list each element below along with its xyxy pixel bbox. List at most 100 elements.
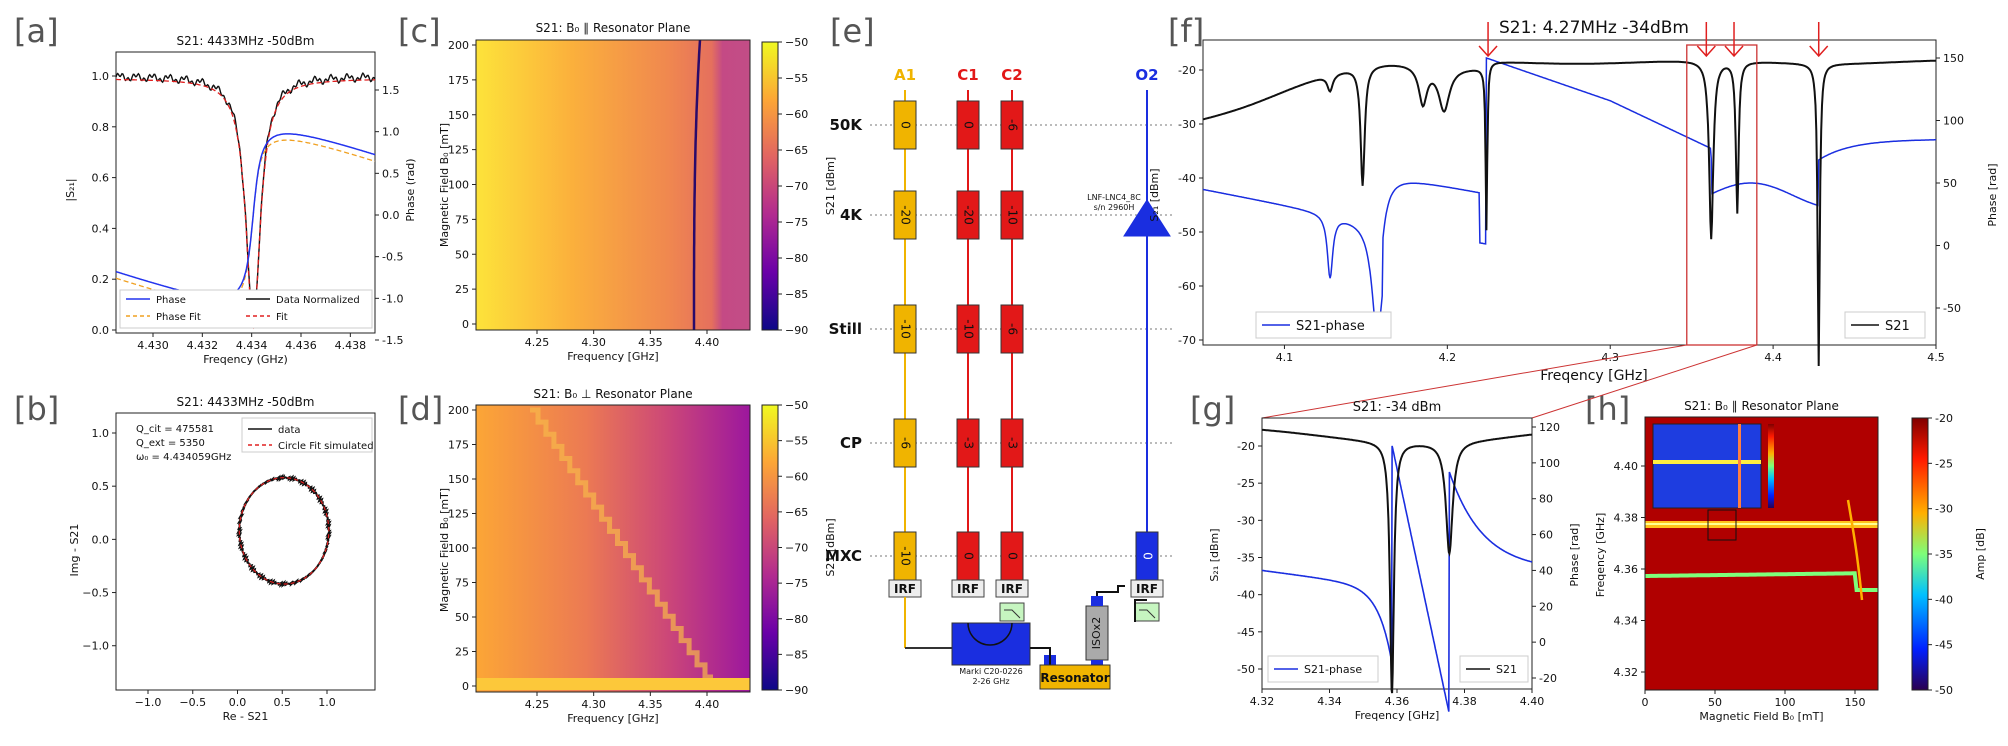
y-tick-label: -20 — [1178, 64, 1196, 77]
y-tick-label: −1.0 — [82, 640, 109, 653]
x-tick-label: 1.0 — [318, 696, 336, 709]
plot-frame — [1261, 417, 1533, 690]
inset-feature — [1738, 424, 1741, 508]
circle-fit — [238, 477, 330, 585]
y-tick-label: 1.0 — [92, 427, 110, 440]
x-tick-label: 4.32 — [1250, 695, 1275, 708]
colorbar-tick-label: −90 — [785, 324, 808, 337]
resonance-line — [692, 39, 702, 330]
x-tick-label: 4.5 — [1927, 351, 1945, 364]
x-axis-label: Freqency [GHz] — [1355, 709, 1440, 722]
x-axis-label: Freqency [GHz] — [1540, 368, 1648, 384]
attenuator — [1000, 100, 1024, 150]
hybrid-coupler — [951, 622, 1031, 666]
attenuator-value: -10 — [899, 319, 913, 339]
attenuator-value: -6 — [899, 437, 913, 449]
x-tick-label: 0.0 — [229, 696, 247, 709]
colorbar — [761, 41, 779, 331]
legend-box — [241, 417, 373, 453]
plot-title: S21: 4.27MHz -34dBm — [1499, 18, 1689, 38]
y-tick-label: 100 — [448, 179, 469, 192]
colorbar-tick-label: −65 — [785, 506, 808, 519]
stage-label: 4K — [840, 206, 863, 224]
heatmap-image — [476, 40, 750, 330]
colorbar-tick-label: −50 — [785, 399, 808, 412]
y-tick-label: 0.8 — [92, 121, 110, 134]
colorbar-tick-label: -50 — [1935, 684, 1953, 697]
legend-text: S21 — [1885, 319, 1910, 334]
colorbar-tick-label: -30 — [1935, 503, 1953, 516]
colorbar — [761, 404, 779, 691]
attenuator-value: -20 — [962, 205, 976, 225]
attenuator-value: 0 — [1141, 552, 1155, 560]
y-tick-label: 0.6 — [92, 172, 110, 185]
x-tick-label: 50 — [1708, 696, 1722, 709]
legend-text: Circle Fit simulated — [278, 441, 374, 452]
y-tick-label: 0.0 — [92, 533, 110, 546]
stage-label: 50K — [830, 116, 864, 134]
colorbar-tick-label: −85 — [785, 648, 808, 661]
x-tick-label: 4.30 — [581, 336, 606, 349]
y2-axis-label: Phase (rad) — [404, 158, 417, 221]
fit-line — [116, 78, 375, 330]
data-normalized-line — [115, 72, 376, 327]
lpf-filter — [999, 602, 1025, 622]
colorbar-tick-label: −80 — [785, 252, 808, 265]
heatmap-image — [476, 405, 750, 692]
legend-text: S21-phase — [1296, 319, 1365, 334]
connector — [1091, 596, 1103, 606]
panel-label: [c] — [398, 12, 441, 50]
legend-text: S21 — [1496, 663, 1517, 676]
colorbar — [1911, 417, 1929, 691]
y-tick-label: 20 — [1539, 600, 1553, 613]
y-tick-label: 0.0 — [382, 209, 400, 222]
x-axis-label: Magnetic Field B₀ [mT] — [1699, 710, 1823, 723]
attenuator-value: 0 — [1006, 552, 1020, 560]
plot-title: S21: -34 dBm — [1353, 400, 1442, 415]
legend-text: Data Normalized — [276, 295, 360, 306]
attenuator-value: 0 — [962, 121, 976, 129]
x-tick-label: 4.4 — [1764, 351, 1782, 364]
x-tick-label: 4.25 — [525, 336, 550, 349]
plot-title: S21: 4433MHz -50dBm — [177, 395, 315, 409]
y-tick-label: 0 — [1943, 240, 1950, 253]
attenuator-value: -6 — [1006, 323, 1020, 335]
x-tick-label: 4.25 — [525, 698, 550, 711]
inset-colorbar — [1768, 424, 1774, 508]
x-tick-label: 0 — [1642, 696, 1649, 709]
panel-label: [f] — [1168, 12, 1204, 50]
line-label: O2 — [1135, 66, 1158, 84]
colorbar-label: S21 [dBm] — [824, 157, 837, 215]
y-tick-label: 40 — [1539, 564, 1553, 577]
y-tick-label: -30 — [1178, 118, 1196, 131]
plot-title: S21: B₀ ∥ Resonator Plane — [536, 21, 691, 35]
y-tick-label: 150 — [448, 109, 469, 122]
attenuator-value: -20 — [899, 205, 913, 225]
y-axis-label: |S₂₁| — [64, 178, 77, 201]
irf-filter — [951, 579, 985, 598]
colorbar-tick-label: −70 — [785, 542, 808, 555]
plot-frame — [1202, 39, 1937, 346]
lpf-icon — [1139, 609, 1156, 619]
line-label: C1 — [957, 66, 978, 84]
y-axis-label: Img - S21 — [68, 524, 81, 577]
attenuator — [956, 190, 980, 240]
inset-heatmap — [1652, 423, 1762, 509]
x-tick-label: 4.36 — [1385, 695, 1410, 708]
zoom-connector — [1531, 344, 1757, 419]
y-tick-label: -50 — [1943, 302, 1961, 315]
zero-field-band — [476, 678, 750, 690]
resonance-arrow — [1696, 22, 1716, 58]
x-tick-label: 4.34 — [1317, 695, 1342, 708]
s21-line — [1261, 428, 1533, 694]
x-tick-label: 150 — [1845, 696, 1866, 709]
y-tick-label: 0.5 — [92, 480, 110, 493]
y-tick-label: 175 — [448, 74, 469, 87]
fit-parameter: Q_cit = 475581 — [136, 424, 214, 435]
line-label: A1 — [894, 66, 916, 84]
attenuator — [1000, 190, 1024, 240]
attenuator-value: -10 — [1006, 205, 1020, 225]
y-tick-label: 25 — [455, 283, 469, 296]
panel-label: [h] — [1585, 390, 1630, 428]
x-tick-label: 4.30 — [581, 698, 606, 711]
